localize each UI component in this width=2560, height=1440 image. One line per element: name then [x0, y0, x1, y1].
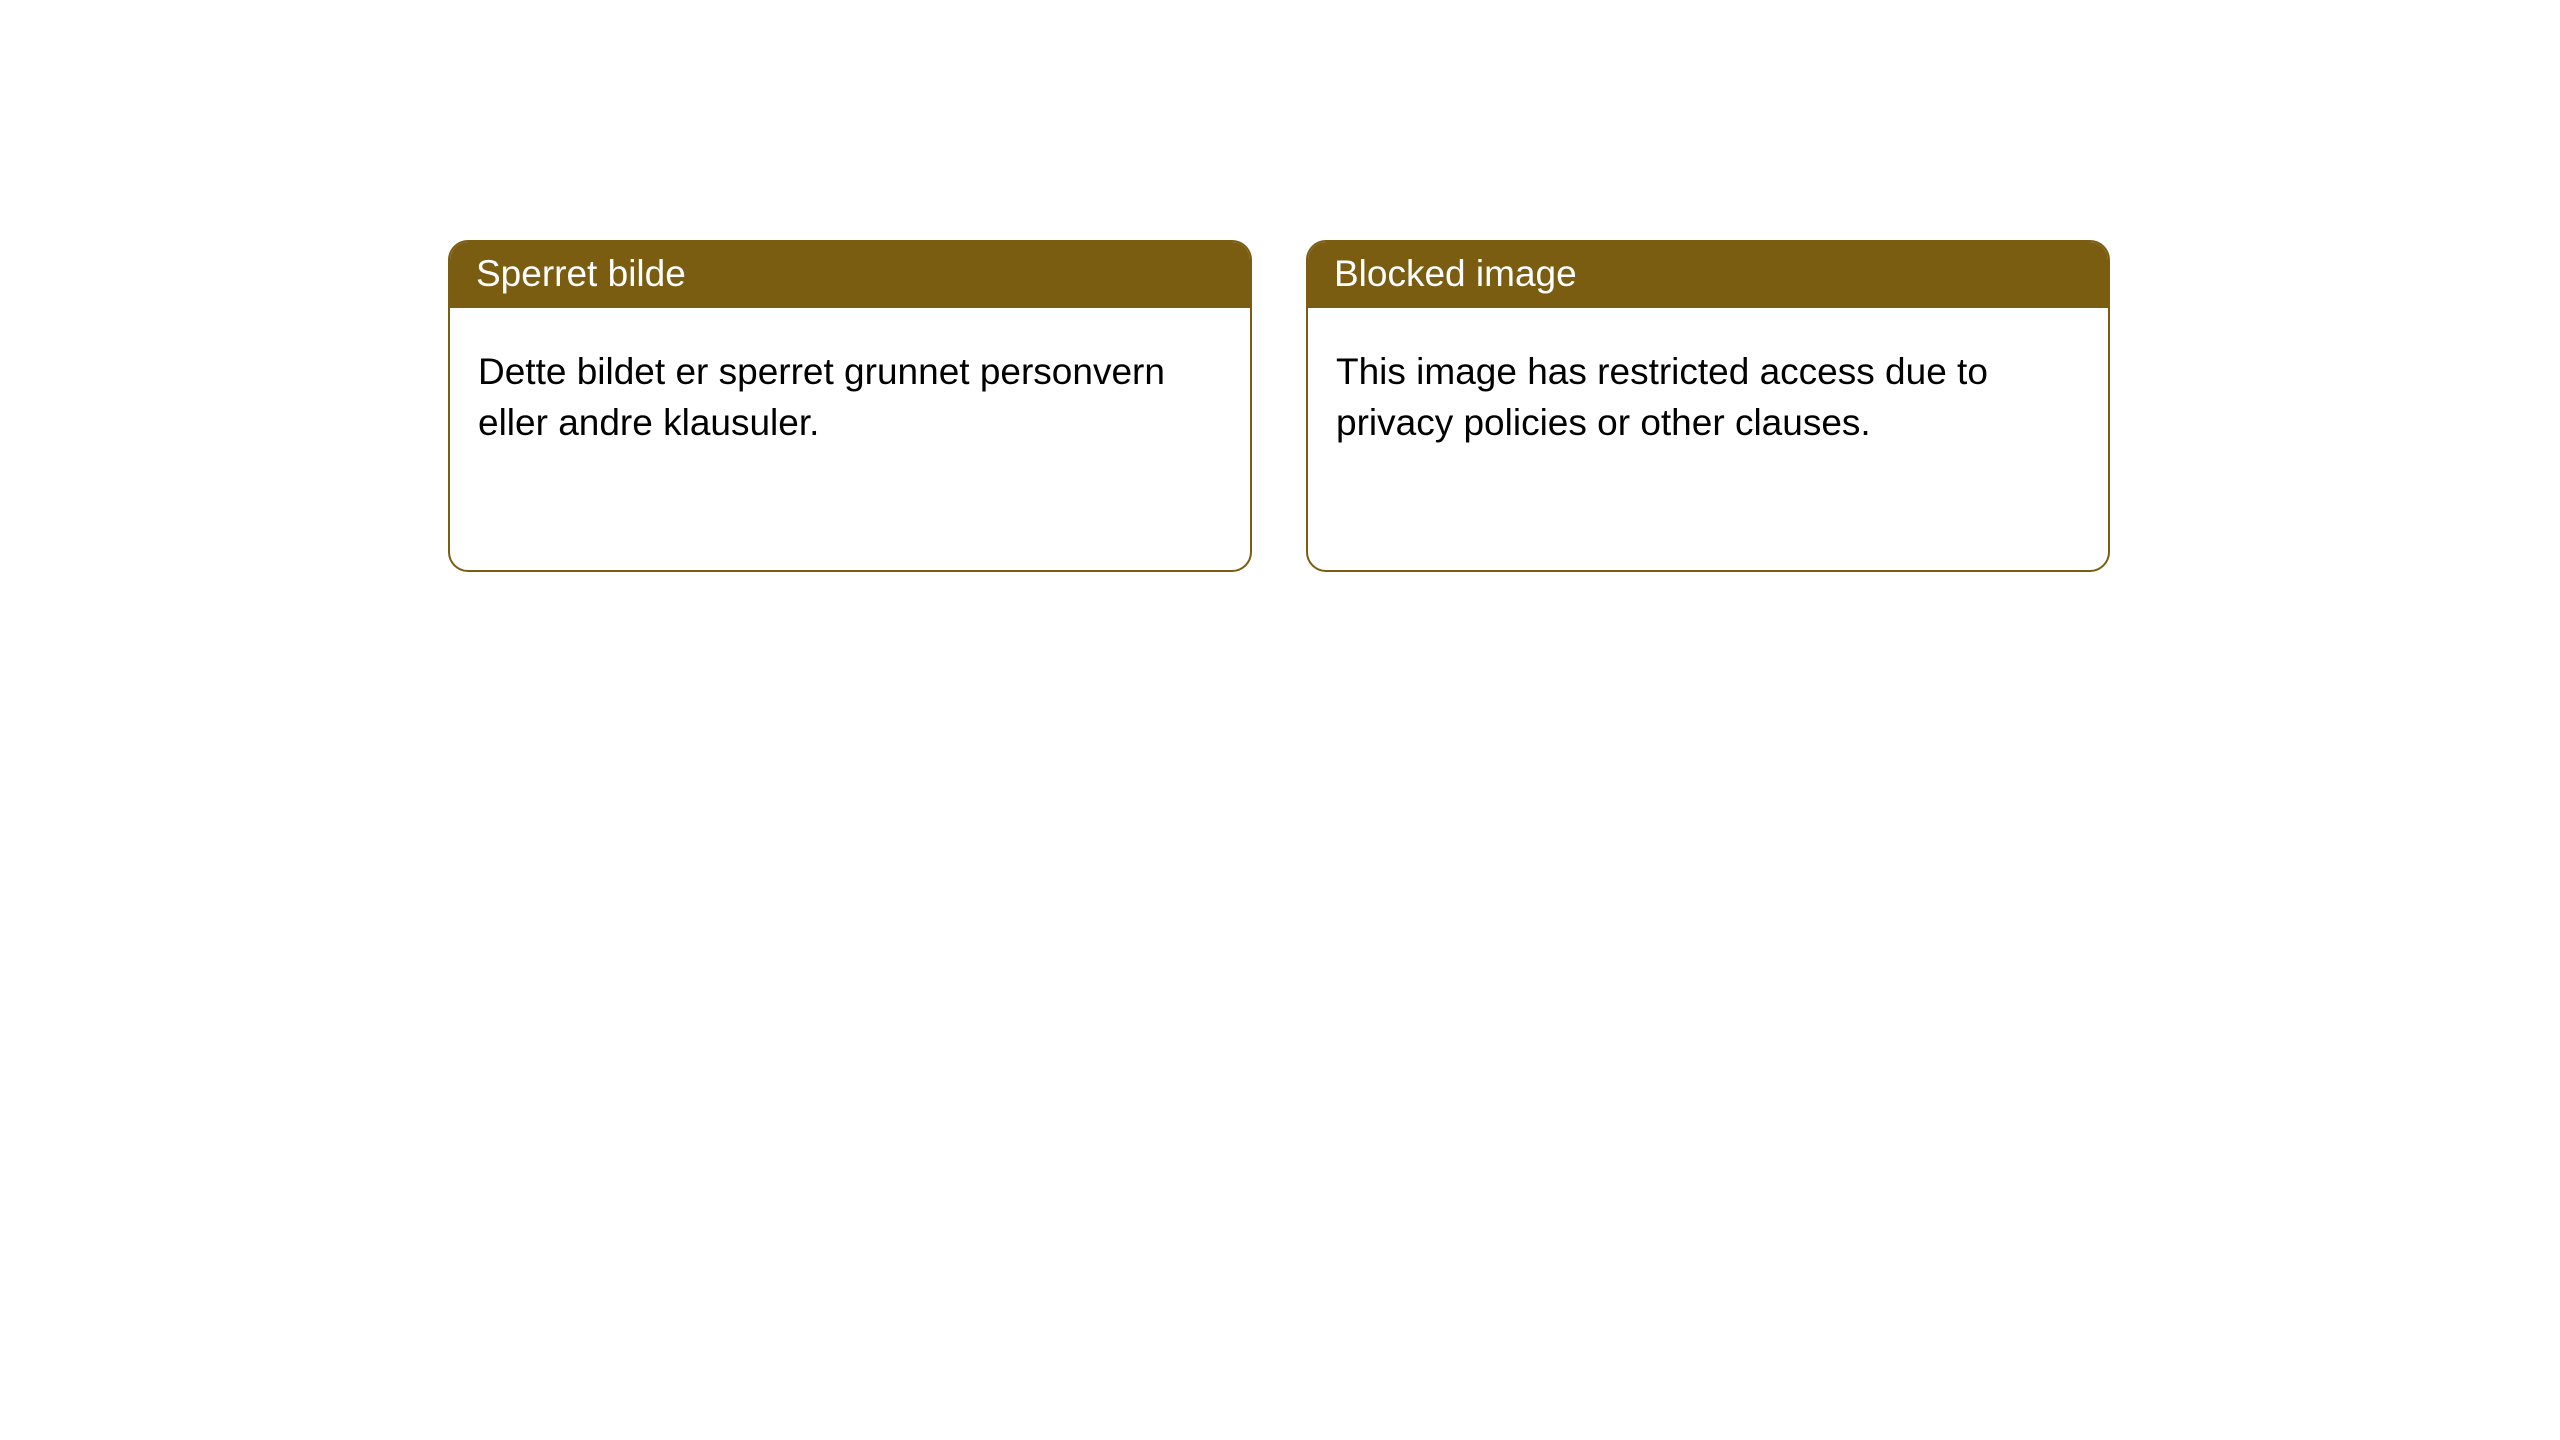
blocked-image-card-en: Blocked image This image has restricted …: [1306, 240, 2110, 572]
card-body-no: Dette bildet er sperret grunnet personve…: [450, 308, 1250, 476]
card-body-en: This image has restricted access due to …: [1308, 308, 2108, 476]
blocked-image-card-no: Sperret bilde Dette bildet er sperret gr…: [448, 240, 1252, 572]
cards-container: Sperret bilde Dette bildet er sperret gr…: [0, 0, 2560, 572]
card-title-en: Blocked image: [1308, 242, 2108, 308]
card-title-no: Sperret bilde: [450, 242, 1250, 308]
